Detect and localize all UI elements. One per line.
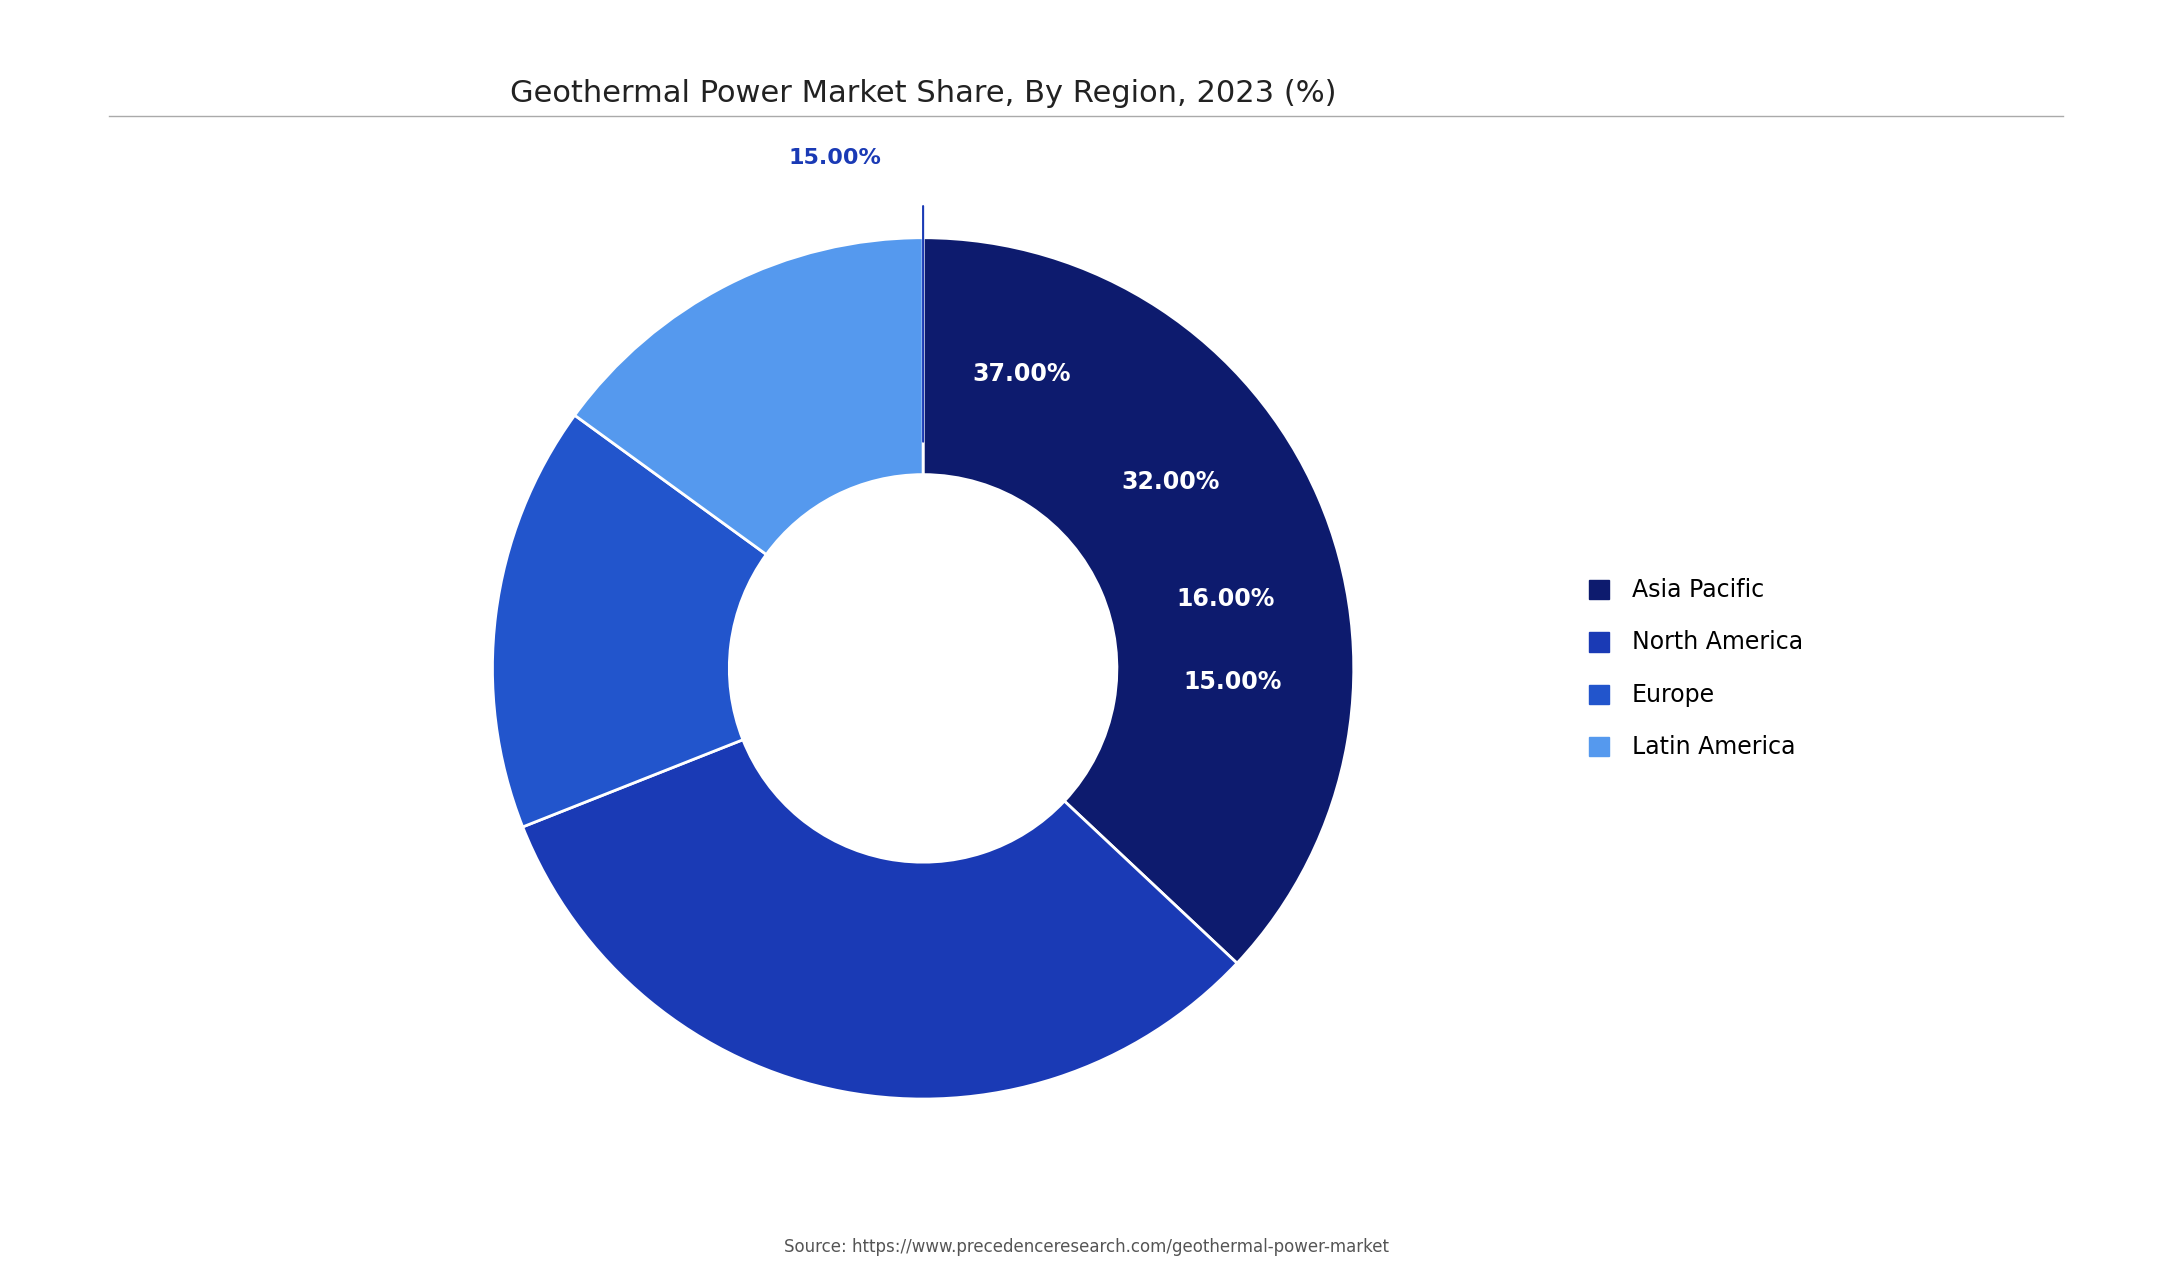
Wedge shape [576, 238, 923, 554]
Wedge shape [493, 415, 767, 827]
Text: 37.00%: 37.00% [973, 363, 1071, 386]
Text: 32.00%: 32.00% [1121, 469, 1221, 494]
Text: Source: https://www.precedenceresearch.com/geothermal-power-market: Source: https://www.precedenceresearch.c… [784, 1238, 1388, 1256]
Title: Geothermal Power Market Share, By Region, 2023 (%): Geothermal Power Market Share, By Region… [510, 80, 1336, 108]
Text: 16.00%: 16.00% [1175, 586, 1275, 611]
Wedge shape [923, 238, 1353, 963]
Wedge shape [523, 739, 1238, 1100]
Legend: Asia Pacific, North America, Europe, Latin America: Asia Pacific, North America, Europe, Lat… [1566, 554, 1827, 782]
Text: 15.00%: 15.00% [788, 148, 882, 168]
Text: 15.00%: 15.00% [1184, 670, 1281, 694]
